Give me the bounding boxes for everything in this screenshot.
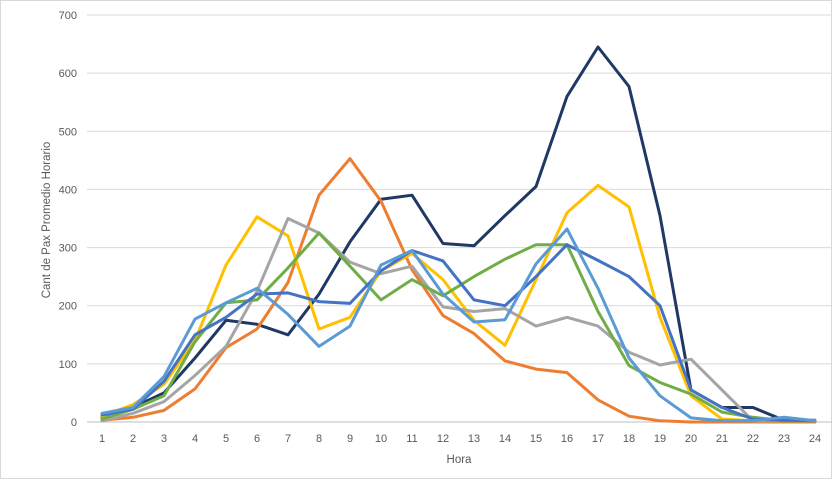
y-tick-label: 0: [71, 417, 77, 429]
x-tick-label: 23: [778, 433, 790, 445]
x-tick-label: 13: [468, 433, 480, 445]
x-tick-label: 22: [747, 433, 759, 445]
series-line-7: [100, 227, 817, 423]
x-tick-label: 9: [347, 433, 353, 445]
y-tick-label: 500: [59, 126, 77, 138]
y-axis-title: Cant de Pax Promedio Horario: [41, 142, 53, 299]
x-tick-label: 2: [130, 433, 136, 445]
series-line-2: [100, 157, 817, 424]
x-tick-label: 20: [685, 433, 697, 445]
series-line-5: [100, 231, 817, 423]
x-tick-label: 5: [223, 433, 229, 445]
x-tick-label: 11: [406, 433, 417, 445]
x-tick-label: 17: [592, 433, 604, 445]
x-tick-label: 1: [99, 433, 105, 445]
x-tick-label: 18: [623, 433, 635, 445]
x-tick-label: 3: [161, 433, 167, 445]
x-tick-label: 12: [437, 433, 449, 445]
x-tick-label: 21: [716, 433, 728, 445]
y-tick-label: 200: [59, 301, 77, 313]
y-tick-label: 600: [59, 68, 77, 80]
x-axis-ticks: 1 2 3 4 5 6 7 8 9 10 11 12 13 14 15 16 17 18 19 20 21 22 23 24: [99, 433, 821, 445]
x-tick-label: 14: [499, 433, 511, 445]
series-line-6: [100, 243, 817, 423]
y-tick-label: 700: [59, 10, 77, 22]
x-tick-label: 8: [316, 433, 322, 445]
y-axis-ticks: 0 100 200 300 400 500 600 700: [59, 10, 77, 429]
x-tick-label: 7: [285, 433, 291, 445]
x-tick-label: 24: [809, 433, 821, 445]
y-tick-label: 400: [59, 184, 77, 196]
series-line-3: [100, 183, 817, 423]
x-tick-label: 4: [192, 433, 198, 445]
x-axis-title: Hora: [447, 454, 473, 466]
x-tick-label: 6: [254, 433, 260, 445]
series-lines: [100, 45, 817, 424]
y-tick-label: 100: [59, 359, 77, 371]
x-tick-label: 19: [654, 433, 666, 445]
y-tick-label: 300: [59, 243, 77, 255]
x-tick-label: 16: [561, 433, 573, 445]
gridlines: [87, 14, 832, 423]
x-tick-label: 10: [375, 433, 387, 445]
x-tick-label: 15: [530, 433, 542, 445]
series-line-4: [100, 217, 817, 423]
